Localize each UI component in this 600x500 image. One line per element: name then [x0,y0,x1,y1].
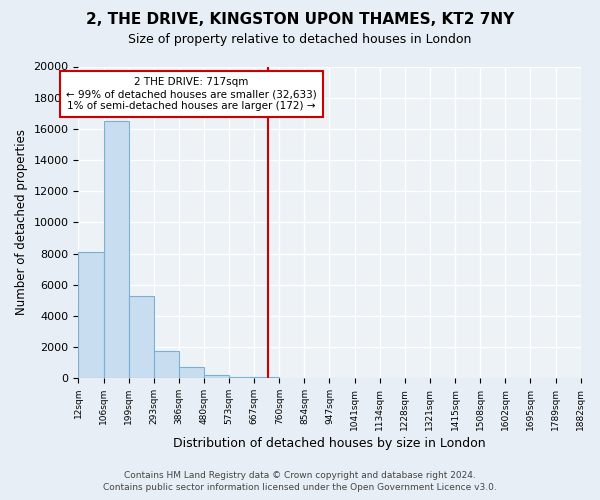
Text: Contains HM Land Registry data © Crown copyright and database right 2024.
Contai: Contains HM Land Registry data © Crown c… [103,471,497,492]
Text: 2, THE DRIVE, KINGSTON UPON THAMES, KT2 7NY: 2, THE DRIVE, KINGSTON UPON THAMES, KT2 … [86,12,514,28]
Text: Size of property relative to detached houses in London: Size of property relative to detached ho… [128,32,472,46]
Bar [79,252,104,378]
Bar [104,121,128,378]
Bar [154,351,179,378]
Bar [229,376,254,378]
Bar [204,375,229,378]
Bar [179,366,204,378]
Y-axis label: Number of detached properties: Number of detached properties [15,130,28,316]
X-axis label: Distribution of detached houses by size in London: Distribution of detached houses by size … [173,437,486,450]
Bar [128,296,154,378]
Text: 2 THE DRIVE: 717sqm
← 99% of detached houses are smaller (32,633)
1% of semi-det: 2 THE DRIVE: 717sqm ← 99% of detached ho… [66,78,317,110]
